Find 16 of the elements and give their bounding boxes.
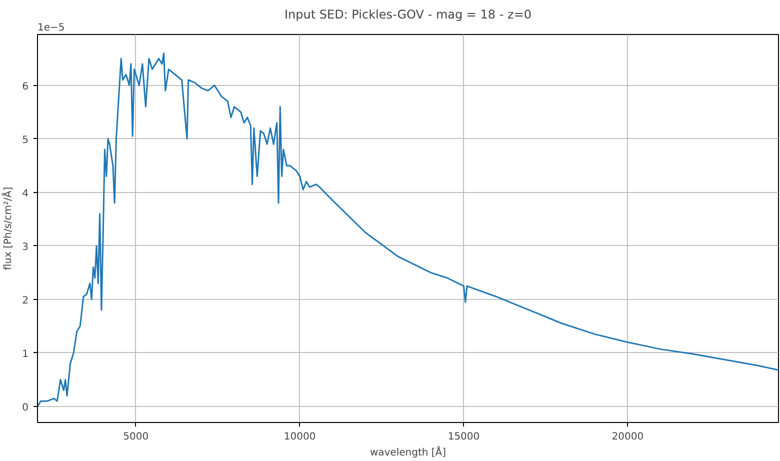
x-tick-label: 5000 — [123, 432, 149, 442]
x-axis-title: wavelength [Å] — [370, 446, 446, 458]
y-tick-label: 1 — [22, 348, 29, 360]
y-tick-label: 4 — [22, 188, 29, 200]
y-axis-title: flux [Ph/s/cm²/Å] — [1, 186, 14, 270]
x-tick-label: 10000 — [284, 432, 316, 442]
y-tick-label: 3 — [22, 242, 29, 253]
chart-title: Input SED: Pickles-GOV - mag = 18 - z=0 — [284, 8, 532, 22]
y-tick-label: 5 — [22, 134, 29, 146]
y-tick-label: 6 — [22, 81, 29, 92]
text: 1e−5 — [38, 22, 65, 34]
x-tick-label: 20000 — [612, 432, 644, 442]
line-series — [38, 52, 778, 408]
y-tick-label: 2 — [22, 295, 29, 306]
y-tick-label: 0 — [22, 402, 29, 414]
x-tick-label: 15000 — [448, 432, 480, 442]
